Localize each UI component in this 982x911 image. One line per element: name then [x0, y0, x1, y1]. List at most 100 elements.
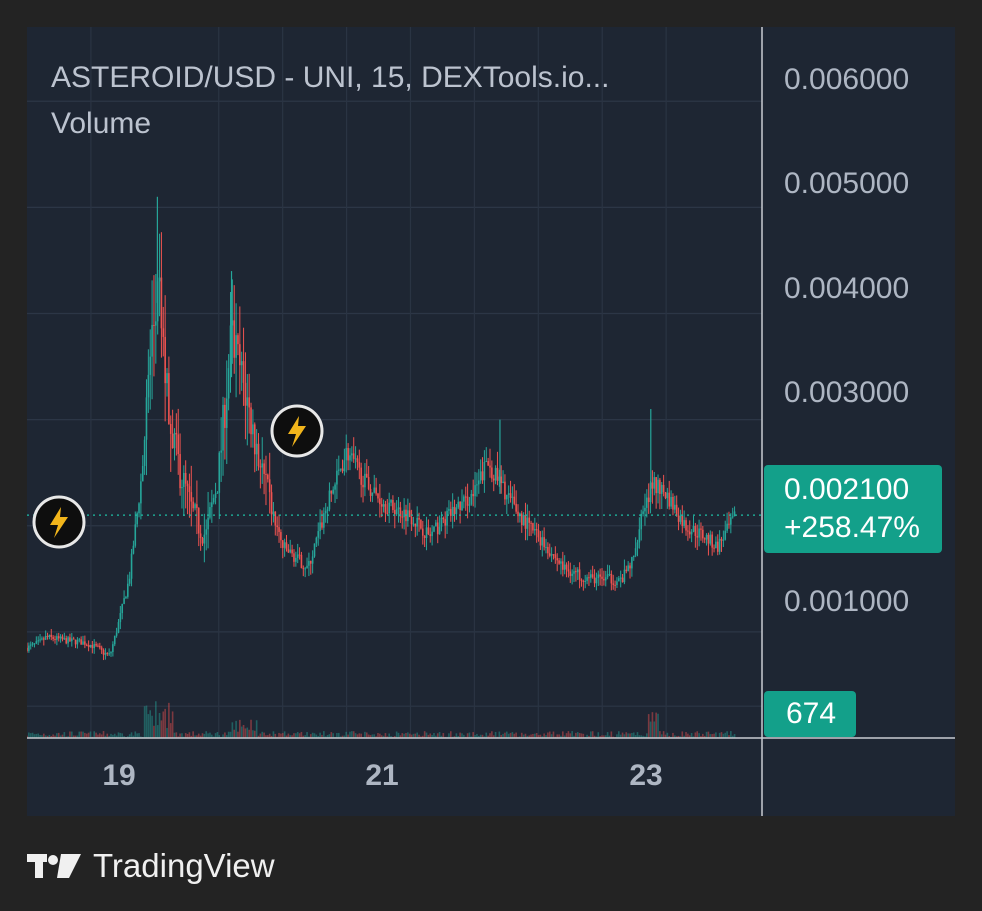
volume-bar — [616, 734, 618, 738]
volume-indicator-label[interactable]: Volume — [51, 107, 152, 140]
volume-bar — [687, 733, 689, 738]
volume-bar — [455, 733, 458, 738]
volume-bar — [436, 733, 439, 738]
candle-body — [435, 522, 437, 527]
volume-bar — [365, 732, 368, 738]
candle-body — [364, 473, 366, 488]
volume-bar — [642, 735, 644, 738]
candle-body — [694, 525, 697, 536]
candle-body — [78, 639, 81, 641]
candle-body — [722, 539, 725, 541]
candle-body — [37, 640, 40, 642]
volume-bar — [552, 731, 555, 738]
candle-body — [420, 519, 422, 529]
volume-bar — [386, 736, 389, 738]
chart-canvas[interactable] — [27, 27, 955, 816]
volume-bar — [390, 736, 392, 738]
volume-bar — [388, 733, 390, 738]
candle-body — [27, 647, 28, 651]
volume-bar — [302, 735, 305, 738]
candle-body — [444, 519, 446, 526]
candle-body — [166, 373, 168, 384]
candle-body — [625, 569, 628, 572]
volume-bar — [33, 734, 36, 738]
candle-body — [634, 548, 637, 556]
candle-body — [408, 510, 411, 518]
volume-bar — [379, 733, 381, 738]
volume-bar — [39, 734, 41, 738]
volume-bar — [192, 731, 194, 738]
candle-body — [93, 644, 96, 649]
volume-bar — [63, 732, 66, 738]
candle-body — [618, 578, 620, 582]
volume-bar — [373, 734, 376, 738]
volume-bar — [242, 725, 245, 738]
volume-bar — [31, 732, 34, 738]
volume-bar — [147, 714, 150, 738]
volume-bar — [722, 733, 725, 738]
volume-bar — [298, 733, 301, 738]
volume-bar — [164, 708, 166, 738]
tradingview-brand[interactable]: TradingView — [27, 846, 275, 886]
lightning-event-icon[interactable] — [32, 495, 86, 549]
volume-bar — [429, 733, 432, 738]
candle-body — [248, 397, 250, 408]
candle-body — [261, 463, 264, 468]
volume-bar — [138, 733, 140, 738]
candle-body — [522, 515, 525, 526]
candle-body — [265, 473, 267, 475]
volume-bar — [438, 731, 441, 738]
volume-bar — [250, 719, 252, 738]
candle-body — [431, 531, 433, 537]
volume-bar — [222, 734, 224, 738]
volume-bar — [270, 735, 273, 738]
candle-body — [108, 653, 110, 655]
candle-body — [683, 520, 685, 526]
chart-panel[interactable]: ASTEROID/USD - UNI, 15, DEXTools.io... V… — [27, 27, 955, 816]
volume-bar — [384, 733, 387, 738]
candle-body — [423, 535, 426, 539]
volume-bar — [61, 734, 64, 738]
volume-bar — [259, 733, 262, 738]
candle-body — [681, 515, 684, 526]
volume-bar — [586, 734, 588, 738]
volume-bar — [647, 714, 650, 738]
chart-title[interactable]: ASTEROID/USD - UNI, 15, DEXTools.io... — [51, 61, 610, 94]
volume-bar — [520, 732, 523, 738]
volume-bar — [696, 731, 699, 738]
candle-body — [132, 545, 135, 554]
volume-bar — [632, 732, 635, 738]
lightning-event-icon[interactable] — [270, 404, 324, 458]
volume-bar — [169, 723, 172, 738]
volume-bar — [324, 736, 327, 738]
candle-body — [87, 644, 90, 648]
candle-body — [246, 397, 249, 406]
volume-bar — [578, 732, 581, 738]
candle-body — [155, 321, 157, 326]
candle-body — [720, 538, 723, 541]
candle-body — [171, 433, 174, 449]
candle-body — [128, 578, 131, 584]
candle-body — [291, 549, 293, 554]
candle-body — [160, 277, 163, 329]
candle-body — [319, 522, 321, 532]
candle-body — [145, 397, 148, 440]
volume-bar — [112, 734, 114, 738]
volume-bar — [100, 734, 103, 738]
candle-body — [57, 636, 60, 639]
candle-body — [123, 598, 125, 604]
candle-body — [95, 644, 97, 646]
volume-bar — [528, 735, 531, 738]
volume-bar — [28, 732, 30, 738]
chart-legend: ASTEROID/USD - UNI, 15, DEXTools.io... V… — [51, 55, 609, 147]
candle-body — [134, 524, 137, 546]
volume-bar — [726, 731, 728, 738]
volume-bar — [604, 735, 607, 738]
candle-body — [390, 499, 392, 503]
volume-bar — [556, 734, 559, 738]
volume-bar — [149, 710, 152, 738]
volume-bar — [82, 731, 84, 738]
volume-bar — [341, 735, 344, 738]
candle-body — [595, 578, 598, 584]
volume-bar — [117, 732, 120, 738]
